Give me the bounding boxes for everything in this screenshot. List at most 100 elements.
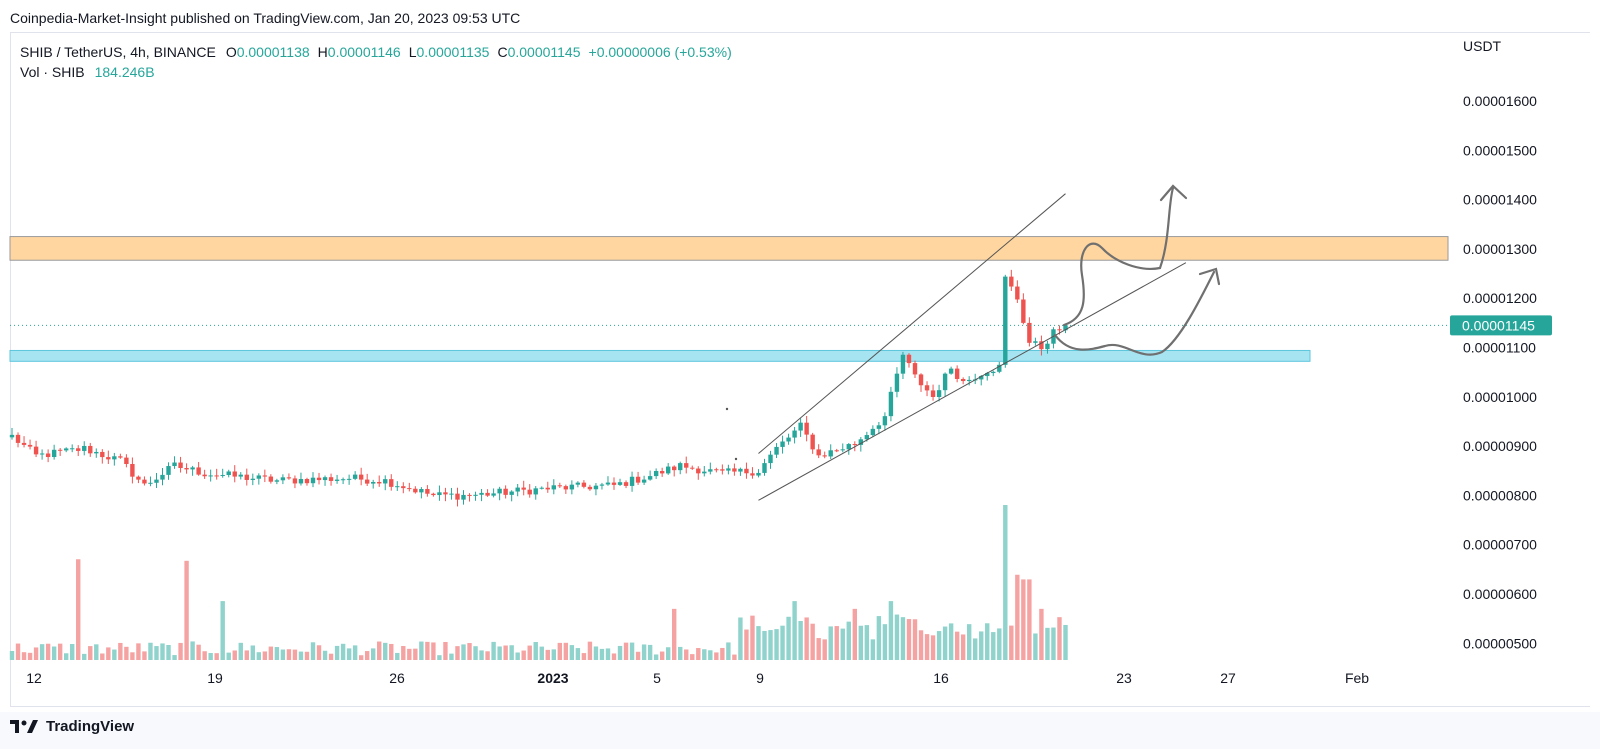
volume-bar: [960, 634, 966, 660]
support-zone[interactable]: [9, 349, 1311, 362]
candle: [599, 482, 605, 490]
candle-body: [316, 477, 322, 481]
candle: [726, 464, 731, 475]
candle: [1015, 280, 1020, 303]
candle: [527, 484, 532, 498]
candle: [63, 447, 69, 453]
candle: [822, 451, 827, 459]
candle-body: [1033, 341, 1038, 343]
volume-bar: [112, 649, 117, 660]
candle-body: [1015, 286, 1020, 300]
candle: [190, 465, 195, 476]
volume-bar: [425, 641, 430, 660]
candle-body: [491, 493, 496, 496]
chart-frame: [10, 32, 1590, 707]
footer-bar: [0, 712, 1600, 749]
tradingview-logo[interactable]: TradingView: [10, 718, 134, 735]
volume-bar: [1039, 608, 1044, 660]
candle: [551, 479, 556, 495]
volume-bar: [768, 630, 773, 660]
candle-body: [846, 444, 851, 450]
candle: [232, 465, 237, 483]
candle-body: [936, 390, 942, 397]
candle: [918, 373, 924, 392]
candle: [702, 466, 707, 477]
candle: [834, 448, 839, 453]
candle: [774, 443, 779, 459]
candle: [208, 469, 213, 482]
candle: [629, 471, 635, 492]
x-tick-label: 12: [26, 670, 42, 686]
candle: [924, 381, 930, 397]
projection-arrow-up[interactable]: [1062, 186, 1175, 327]
candle: [798, 418, 803, 437]
volume-bar: [822, 639, 827, 660]
candle-body: [100, 451, 105, 458]
volume-bar: [569, 645, 575, 660]
volume-bar: [106, 647, 111, 660]
candle: [124, 454, 129, 468]
candlestick-chart[interactable]: USDT 0.00001600 0.00001500 0.00001400 0.0000…: [0, 0, 1600, 712]
candle: [196, 462, 201, 476]
volume-bar: [635, 651, 641, 660]
candle-body: [184, 468, 189, 470]
candle-body: [792, 430, 797, 438]
candle: [112, 452, 117, 466]
candle-body: [822, 455, 827, 457]
candle-body: [744, 468, 749, 474]
channel-upper-line[interactable]: [758, 193, 1066, 454]
candle-body: [623, 482, 629, 486]
candle-body: [894, 373, 900, 392]
volume-bar: [431, 642, 436, 660]
volume-bar: [1033, 633, 1038, 660]
volume-bar: [130, 652, 135, 660]
candle: [437, 485, 442, 501]
candle: [39, 449, 45, 460]
volume-bar: [744, 629, 749, 660]
volume-bar: [726, 642, 731, 660]
candle: [816, 444, 821, 459]
candle: [690, 465, 695, 470]
candle-body: [888, 391, 894, 417]
candle: [948, 366, 954, 375]
volume-bar: [804, 617, 809, 660]
candle-body: [226, 471, 231, 476]
resistance-zone[interactable]: [9, 236, 1449, 261]
volume-bar: [160, 643, 165, 660]
volume-bar: [395, 652, 400, 660]
candle-body: [473, 494, 478, 496]
candle-body: [997, 364, 1002, 372]
volume-bar: [551, 649, 556, 660]
candle-body: [45, 453, 51, 458]
projection-arrow-right[interactable]: [1053, 270, 1216, 356]
candle-body: [497, 488, 502, 494]
y-tick-label: 0.00001100: [1463, 340, 1536, 356]
candle: [268, 474, 274, 484]
candle-body: [569, 484, 575, 490]
volume-bar: [1063, 624, 1068, 660]
candle: [966, 376, 972, 386]
candle-body: [678, 463, 683, 471]
channel-lower-line[interactable]: [758, 262, 1187, 501]
volume-bar: [936, 631, 942, 660]
candle-body: [364, 479, 370, 484]
candle: [262, 469, 268, 483]
candle-body: [780, 441, 785, 447]
candle-body: [142, 479, 147, 484]
drawing-dot: [734, 457, 738, 461]
volume-bar: [894, 614, 900, 660]
candle: [810, 432, 815, 454]
candle: [563, 484, 569, 494]
candle: [1033, 337, 1038, 346]
candle: [130, 457, 135, 484]
candle: [485, 489, 490, 497]
legend-symbol[interactable]: SHIB / TetherUS, 4h, BINANCE: [20, 44, 216, 60]
candle-body: [27, 444, 33, 447]
publisher-line: Coinpedia-Market-Insight published on Tr…: [10, 10, 521, 26]
candle-body: [334, 479, 340, 481]
candle: [876, 422, 882, 435]
candle-body: [130, 463, 135, 477]
candle-body: [371, 481, 376, 484]
candle: [51, 444, 57, 460]
candle: [244, 468, 249, 486]
